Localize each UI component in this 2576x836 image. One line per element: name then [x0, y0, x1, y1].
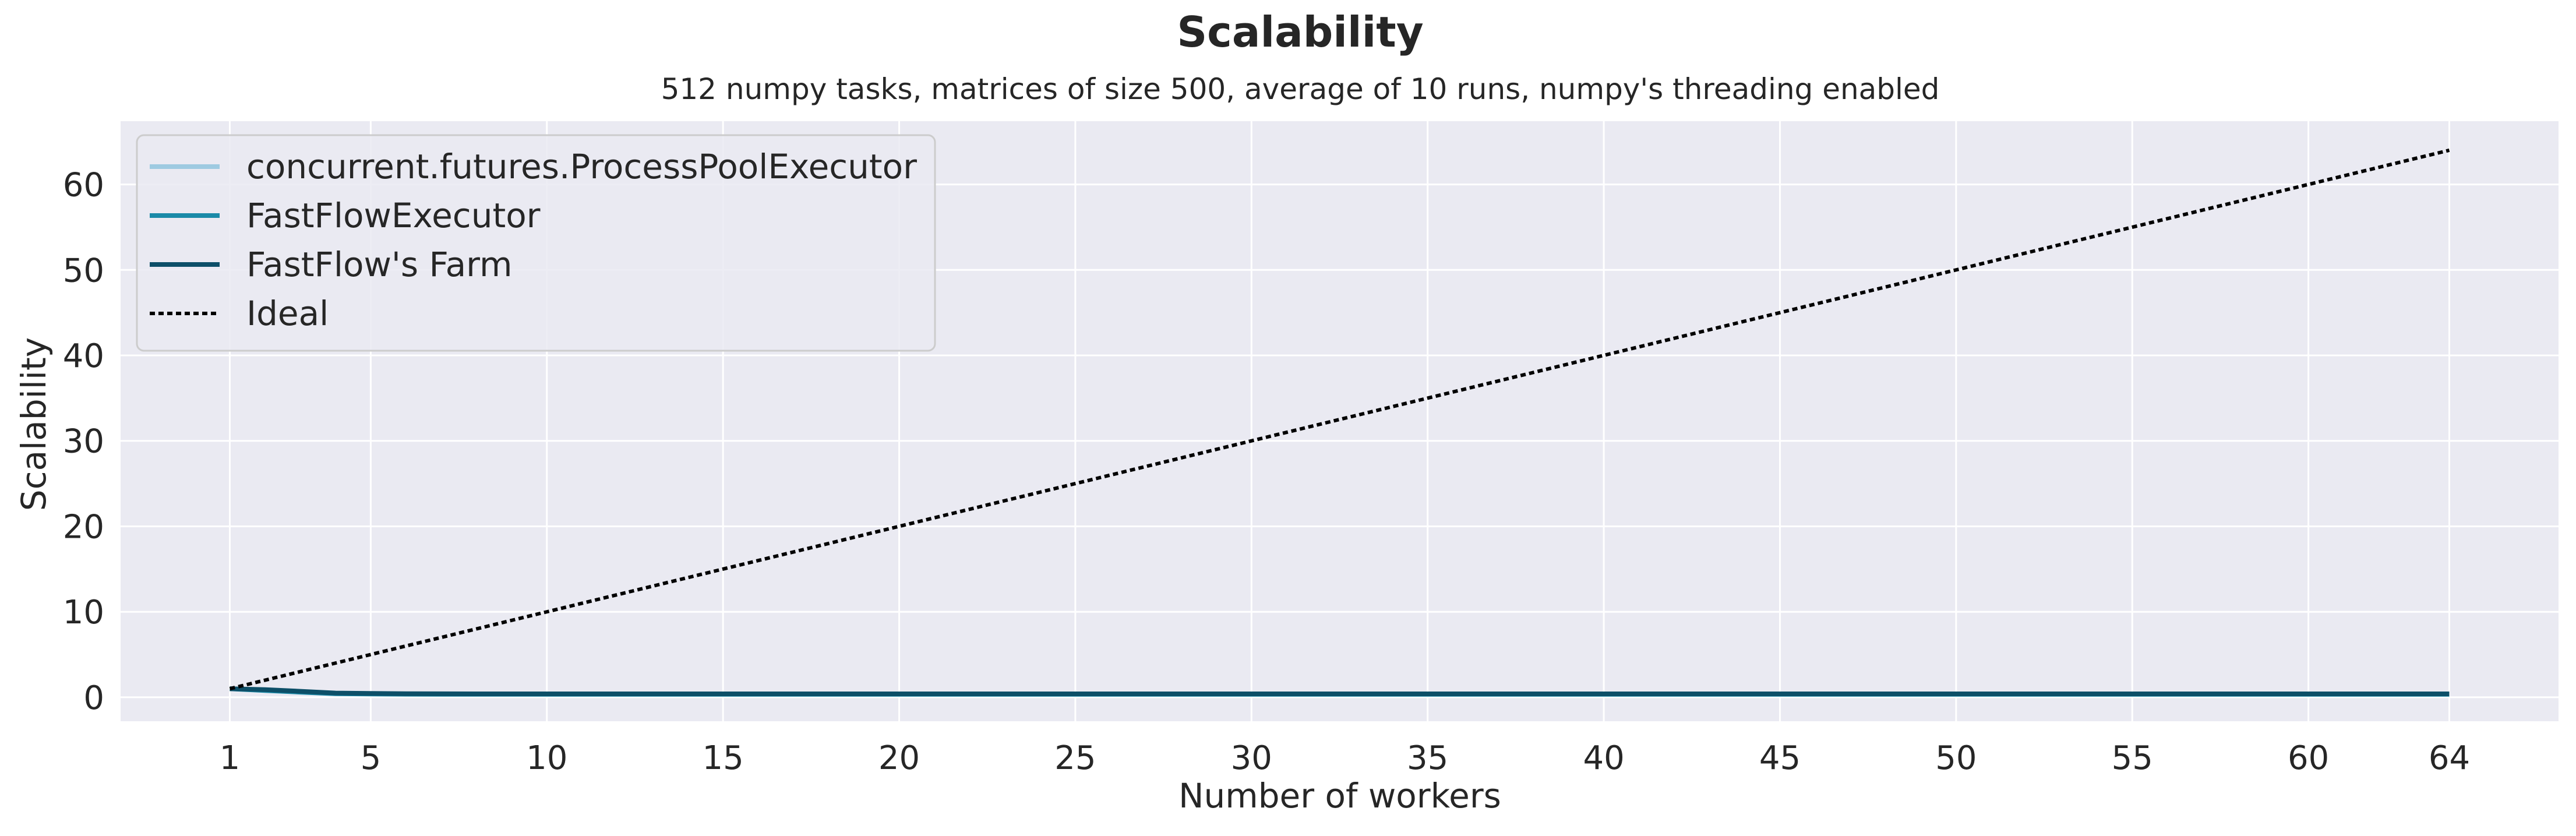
- x-tick-label: 1: [220, 739, 241, 777]
- legend-label: Ideal: [246, 294, 329, 333]
- x-tick-label: 15: [703, 739, 744, 777]
- y-tick-label: 20: [63, 508, 104, 546]
- y-tick-label: 0: [83, 679, 104, 717]
- y-tick-label: 50: [63, 252, 104, 290]
- chart-subtitle: 512 numpy tasks, matrices of size 500, a…: [661, 72, 1940, 106]
- series-line-fastflow-s-farm: [230, 686, 2450, 696]
- series-line-ideal: [229, 148, 2450, 691]
- legend-label: FastFlowExecutor: [246, 196, 541, 235]
- chart-title: Scalability: [1177, 8, 1423, 57]
- y-tick-label: 30: [63, 423, 104, 461]
- x-tick-label: 10: [526, 739, 567, 777]
- x-tick-label: 5: [361, 739, 382, 777]
- y-axis-label: Scalability: [14, 337, 54, 511]
- x-tick-label: 30: [1231, 739, 1272, 777]
- legend-box: [136, 134, 936, 352]
- x-tick-label: 55: [2112, 739, 2153, 777]
- x-tick-label: 60: [2288, 739, 2329, 777]
- x-tick-label: 40: [1583, 739, 1624, 777]
- y-tick-label: 60: [63, 167, 104, 204]
- x-tick-label: 25: [1054, 739, 1096, 777]
- y-tick-label: 40: [63, 337, 104, 375]
- legend-label: concurrent.futures.ProcessPoolExecutor: [246, 147, 917, 186]
- y-tick-label: 10: [63, 594, 104, 632]
- x-tick-label: 50: [1935, 739, 1977, 777]
- legend-label: FastFlow's Farm: [246, 245, 512, 284]
- x-tick-label: 64: [2429, 739, 2470, 777]
- x-tick-label: 45: [1759, 739, 1801, 777]
- x-axis-label: Number of workers: [1178, 776, 1501, 816]
- x-tick-label: 35: [1407, 739, 1448, 777]
- x-tick-label: 20: [878, 739, 920, 777]
